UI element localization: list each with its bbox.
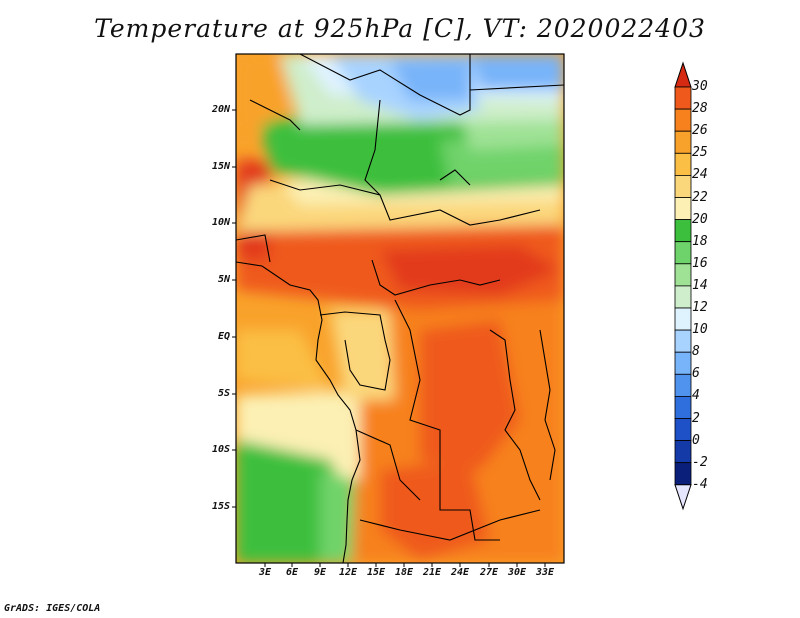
colorbar-swatch <box>674 108 692 132</box>
colorbar-swatch <box>674 197 692 221</box>
lon-label-9e: 9E <box>313 567 327 578</box>
colorbar-swatch <box>674 285 692 309</box>
colorbar-label: 16 <box>692 255 708 271</box>
colorbar-label: 30 <box>692 79 708 94</box>
grads-credit: GrADS: IGES/COLA <box>4 603 101 614</box>
colorbar-label: 10 <box>692 322 708 338</box>
lon-label-21e: 21E <box>422 567 442 578</box>
temperature-field <box>236 54 564 563</box>
lat-label-10n: 10N <box>211 217 230 228</box>
colorbar-swatch <box>674 130 692 154</box>
lon-label-18e: 18E <box>394 567 414 578</box>
lon-label-15e: 15E <box>366 567 386 578</box>
colorbar-swatch <box>674 86 692 110</box>
colorbar-swatch <box>674 307 692 331</box>
lon-label-6e: 6E <box>285 567 299 578</box>
colorbar-swatch <box>674 329 692 353</box>
lon-label-12e: 12E <box>338 567 358 578</box>
colorbar-label: 25 <box>692 145 708 161</box>
colorbar-top-arrow <box>674 61 692 88</box>
colorbar-label: 4 <box>692 388 700 404</box>
colorbar-swatch <box>674 395 692 419</box>
colorbar-label: 14 <box>692 277 708 293</box>
lat-label-10s: 10S <box>211 444 230 455</box>
map-title: Temperature at 925hPa [C], VT: 202002240… <box>94 14 706 43</box>
colorbar-label: 2 <box>692 410 700 426</box>
lat-label-15n: 15N <box>211 161 230 172</box>
colorbar-label: 24 <box>692 167 708 183</box>
map-frame <box>235 53 565 564</box>
colorbar-swatch <box>674 351 692 375</box>
lat-label-15s: 15S <box>211 501 230 512</box>
colorbar-swatch <box>674 152 692 176</box>
lon-label-3e: 3E <box>258 567 272 578</box>
colorbar-label: 28 <box>692 101 708 117</box>
colorbar-swatch <box>674 440 692 464</box>
colorbar-swatch <box>674 219 692 243</box>
lat-label-5s: 5S <box>217 388 230 399</box>
colorbar <box>674 61 692 511</box>
colorbar-swatch <box>674 373 692 397</box>
lat-label-eq: EQ <box>217 331 230 342</box>
lon-label-33e: 33E <box>535 567 555 578</box>
colorbar-label: 26 <box>692 123 708 139</box>
colorbar-bottom-arrow <box>674 484 692 511</box>
colorbar-label: -2 <box>692 454 708 470</box>
lat-label-5n: 5N <box>217 274 230 285</box>
colorbar-label: 22 <box>692 189 708 205</box>
lon-label-30e: 30E <box>507 567 527 578</box>
colorbar-label: 18 <box>692 233 708 249</box>
colorbar-swatch <box>674 263 692 287</box>
colorbar-swatch <box>674 174 692 198</box>
colorbar-label: 8 <box>692 344 700 360</box>
colorbar-label: -4 <box>692 476 708 492</box>
lat-label-20n: 20N <box>211 104 230 115</box>
colorbar-label: 0 <box>692 432 700 448</box>
colorbar-swatch <box>674 241 692 265</box>
colorbar-label: 12 <box>692 300 708 315</box>
colorbar-swatch <box>674 462 692 486</box>
colorbar-swatch <box>674 418 692 442</box>
lon-label-27e: 27E <box>479 567 499 578</box>
colorbar-label: 6 <box>692 366 700 382</box>
lon-label-24e: 24E <box>450 567 470 578</box>
colorbar-label: 20 <box>692 211 708 227</box>
